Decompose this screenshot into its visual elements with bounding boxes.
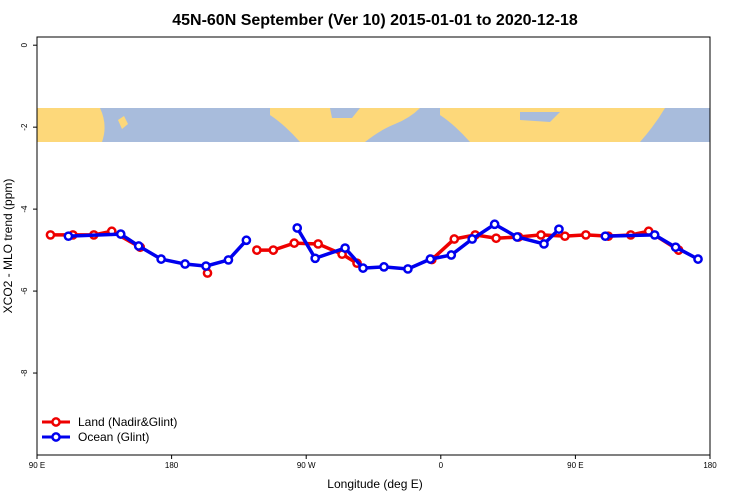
series-point [489, 219, 500, 230]
y-tick-label: -6 [20, 287, 29, 295]
series-point [539, 239, 549, 249]
series-point [156, 254, 166, 264]
x-axis-label: Longitude (deg E) [327, 477, 422, 491]
legend-marker [51, 417, 61, 427]
series-point [600, 231, 611, 242]
series-point [449, 234, 460, 244]
series-point [268, 245, 279, 255]
series-point [560, 231, 570, 242]
map-band [37, 108, 710, 142]
series-point [223, 255, 234, 265]
x-tick-label: 180 [703, 461, 717, 470]
legend-marker [51, 432, 61, 442]
series-point [379, 262, 389, 272]
series-point [292, 223, 303, 233]
series-point [63, 231, 74, 242]
legend-label: Land (Nadir&Glint) [78, 415, 177, 429]
series-point [581, 230, 591, 240]
y-tick-label: -8 [20, 369, 29, 377]
series-point [241, 235, 252, 246]
x-tick-label: 90 E [567, 461, 583, 470]
series-point [649, 230, 660, 240]
plot-frame [36, 36, 711, 456]
series-point [403, 264, 413, 274]
series-point [670, 242, 681, 253]
series-point [693, 254, 703, 264]
chart-title: 45N-60N September (Ver 10) 2015-01-01 to… [172, 12, 578, 29]
legend-label: Ocean (Glint) [78, 430, 149, 444]
series-point [310, 253, 321, 264]
series-point [313, 239, 324, 249]
series-point [180, 259, 190, 269]
series-point [289, 238, 300, 248]
series-point [536, 230, 546, 240]
series-point [251, 245, 262, 255]
series-point [133, 241, 144, 251]
y-tick-label: 0 [20, 42, 29, 47]
y-axis-label: XCO2 - MLO trend (ppm) [1, 179, 15, 314]
y-tick-label: -2 [20, 123, 29, 131]
series-point [554, 224, 564, 235]
y-tick-label: -4 [20, 205, 29, 213]
series-point [491, 233, 501, 244]
series-point [467, 234, 478, 244]
series-point [358, 263, 368, 273]
series-point [425, 254, 436, 264]
series-point [446, 250, 457, 260]
x-tick-label: 180 [165, 461, 179, 470]
x-tick-label: 90 W [297, 461, 316, 470]
series-point [512, 232, 522, 242]
x-tick-label: 90 E [29, 461, 45, 470]
series-point [115, 229, 126, 239]
series-point [201, 261, 211, 271]
x-tick-label: 0 [439, 461, 444, 470]
series-point [340, 243, 350, 253]
series-point [45, 230, 56, 240]
